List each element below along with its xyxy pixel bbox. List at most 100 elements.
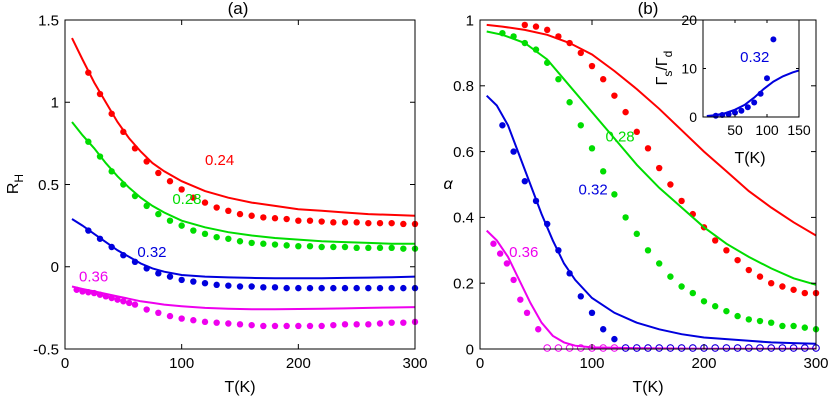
panel-a-data-point-0.24 — [120, 128, 127, 136]
panel-b-fit-line-0.32 — [486, 94, 816, 345]
panel-a-data-point-0.24 — [330, 219, 337, 226]
panel-a-data-point-0.32 — [96, 235, 104, 242]
panel-a-data-point-0.32 — [155, 270, 162, 277]
panel-a-data-point-0.28 — [213, 233, 220, 241]
panel-a-data-point-0.28 — [306, 242, 314, 250]
panel-b-data-point-0.28 — [611, 191, 618, 198]
panel-b-open-marker — [711, 344, 720, 352]
panel-a-data-point-0.28 — [260, 240, 267, 247]
inset-series-label: 0.32 — [740, 49, 769, 66]
panel-a-data-point-0.24 — [166, 178, 174, 185]
panel-b-open-marker — [689, 344, 697, 352]
panel-a-y-axis-label-sub: H — [12, 174, 26, 183]
panel-a-series-0.32: 0.32 — [71, 218, 419, 292]
panel-b-data-point-0.24 — [667, 181, 674, 188]
panel-a-data-point-0.32 — [306, 284, 314, 292]
panel-b-data-point-0.24 — [790, 286, 797, 293]
panel-b-data-point-0.24 — [633, 128, 640, 136]
panel-a-data-point-0.32 — [248, 283, 255, 290]
panel-a-data-point-0.28 — [120, 181, 127, 188]
inset-x-axis-label: T(K) — [734, 150, 765, 167]
panel-a-data-point-0.36 — [400, 319, 407, 326]
panel-a-data-point-0.32 — [236, 283, 244, 290]
panel-a-data-point-0.28 — [131, 192, 139, 200]
panel-a-y-tick-label: -0.5 — [33, 341, 59, 358]
panel-a-data-point-0.28 — [330, 243, 337, 251]
panel-a-data-point-0.24 — [236, 210, 244, 218]
panel-a-data-point-0.28 — [318, 243, 325, 251]
panel-b-data-point-0.28 — [600, 168, 607, 175]
panel-a-data-point-0.32 — [260, 284, 267, 291]
panel-a-data-point-0.24 — [365, 219, 372, 227]
panel-b-data-point-0.24 — [723, 247, 730, 254]
panel-a-data-point-0.28 — [85, 138, 92, 145]
panel-a-data-point-0.28 — [108, 168, 115, 175]
panel-a-data-point-0.32 — [400, 284, 407, 292]
panel-a-data-point-0.36 — [131, 301, 139, 308]
panel-a-data-point-0.36 — [90, 289, 98, 297]
panel-b-fit-line-0.24 — [486, 23, 816, 237]
panel-a-data-point-0.32 — [201, 280, 209, 287]
panel-a-data-point-0.36 — [125, 299, 133, 307]
panel-b-x-axis-label: T(K) — [632, 379, 663, 396]
panel-a-data-point-0.28 — [248, 239, 255, 247]
panel-b-open-marker — [677, 344, 686, 352]
panel-b-data-point-0.24 — [566, 39, 573, 47]
panel-a-data-point-0.24 — [376, 219, 384, 227]
panel-b-open-marker — [767, 344, 776, 352]
panel-b-open-marker — [565, 344, 574, 352]
panel-b-open-marker — [610, 344, 619, 352]
panel-a-data-point-0.36 — [201, 318, 209, 326]
panel-b-data-point-0.24 — [745, 266, 752, 274]
panel-b-open-marker — [789, 344, 798, 352]
panel-a-data-point-0.24 — [213, 204, 220, 211]
panel-a-data-point-0.36 — [114, 296, 121, 303]
panel-b-data-point-0.28 — [644, 247, 652, 254]
panel-a-data-point-0.36 — [178, 315, 185, 322]
panel-b-data-point-0.32 — [600, 326, 607, 333]
panel-b-data-point-0.28 — [532, 46, 540, 53]
panel-a-data-point-0.24 — [306, 217, 314, 224]
panel-b-open-marker — [666, 344, 675, 352]
panel-a-data-point-0.28 — [178, 222, 185, 229]
panel-a-data-point-0.32 — [225, 282, 232, 289]
panel-b-open-marker — [644, 344, 652, 352]
inset-data-point — [732, 109, 738, 116]
panel-b-data-point-0.28 — [700, 298, 708, 305]
panel-a-x-axis-label: T(K) — [224, 379, 255, 396]
panel-b-open-marker — [745, 344, 753, 352]
panel-b-data-point-0.28 — [768, 319, 775, 326]
inset-data-point — [738, 107, 745, 114]
inset-data-point — [757, 90, 764, 97]
panel-a-data-point-0.24 — [85, 69, 92, 76]
panel-a-data-point-0.24 — [295, 217, 302, 224]
panel-b-data-point-0.24 — [555, 33, 562, 40]
inset-data-point — [770, 36, 777, 43]
panel-a-data-point-0.36 — [271, 322, 279, 330]
panel-a-data-point-0.24 — [190, 194, 197, 201]
panel-b-data-point-0.28 — [667, 273, 674, 280]
panel-b-series-0.32: 0.32 — [486, 94, 816, 345]
panel-b-data-point-0.24 — [768, 280, 775, 287]
panel-a-data-point-0.28 — [190, 227, 197, 234]
panel-a-data-point-0.36 — [79, 288, 86, 295]
panel-a-data-point-0.28 — [295, 242, 302, 250]
panel-a-data-point-0.36 — [283, 322, 290, 330]
panel-b-data-point-0.32 — [499, 122, 506, 129]
panel-b-x-tick-label: 300 — [803, 355, 828, 372]
panel-b-data-point-0.32 — [611, 335, 618, 343]
panel-b-data-point-0.32 — [577, 293, 584, 300]
panel-a-y-tick-label: 1 — [51, 95, 59, 112]
panel-b-data-point-0.24 — [521, 21, 528, 29]
panel-a-data-point-0.36 — [341, 321, 349, 328]
panel-a-data-point-0.28 — [271, 241, 279, 248]
panel-b-open-marker — [599, 344, 608, 352]
panel-b-data-point-0.28 — [723, 307, 730, 315]
panel-b-data-point-0.24 — [611, 92, 618, 99]
panel-a-data-point-0.32 — [108, 243, 115, 251]
panel-a-series-label-0.28: 0.28 — [172, 191, 201, 208]
panel-b-data-point-0.28 — [689, 289, 696, 297]
panel-b-data-point-0.28 — [544, 59, 551, 66]
panel-b-series-label-0.28: 0.28 — [605, 129, 634, 146]
panel-b-data-point-0.28 — [588, 145, 596, 152]
